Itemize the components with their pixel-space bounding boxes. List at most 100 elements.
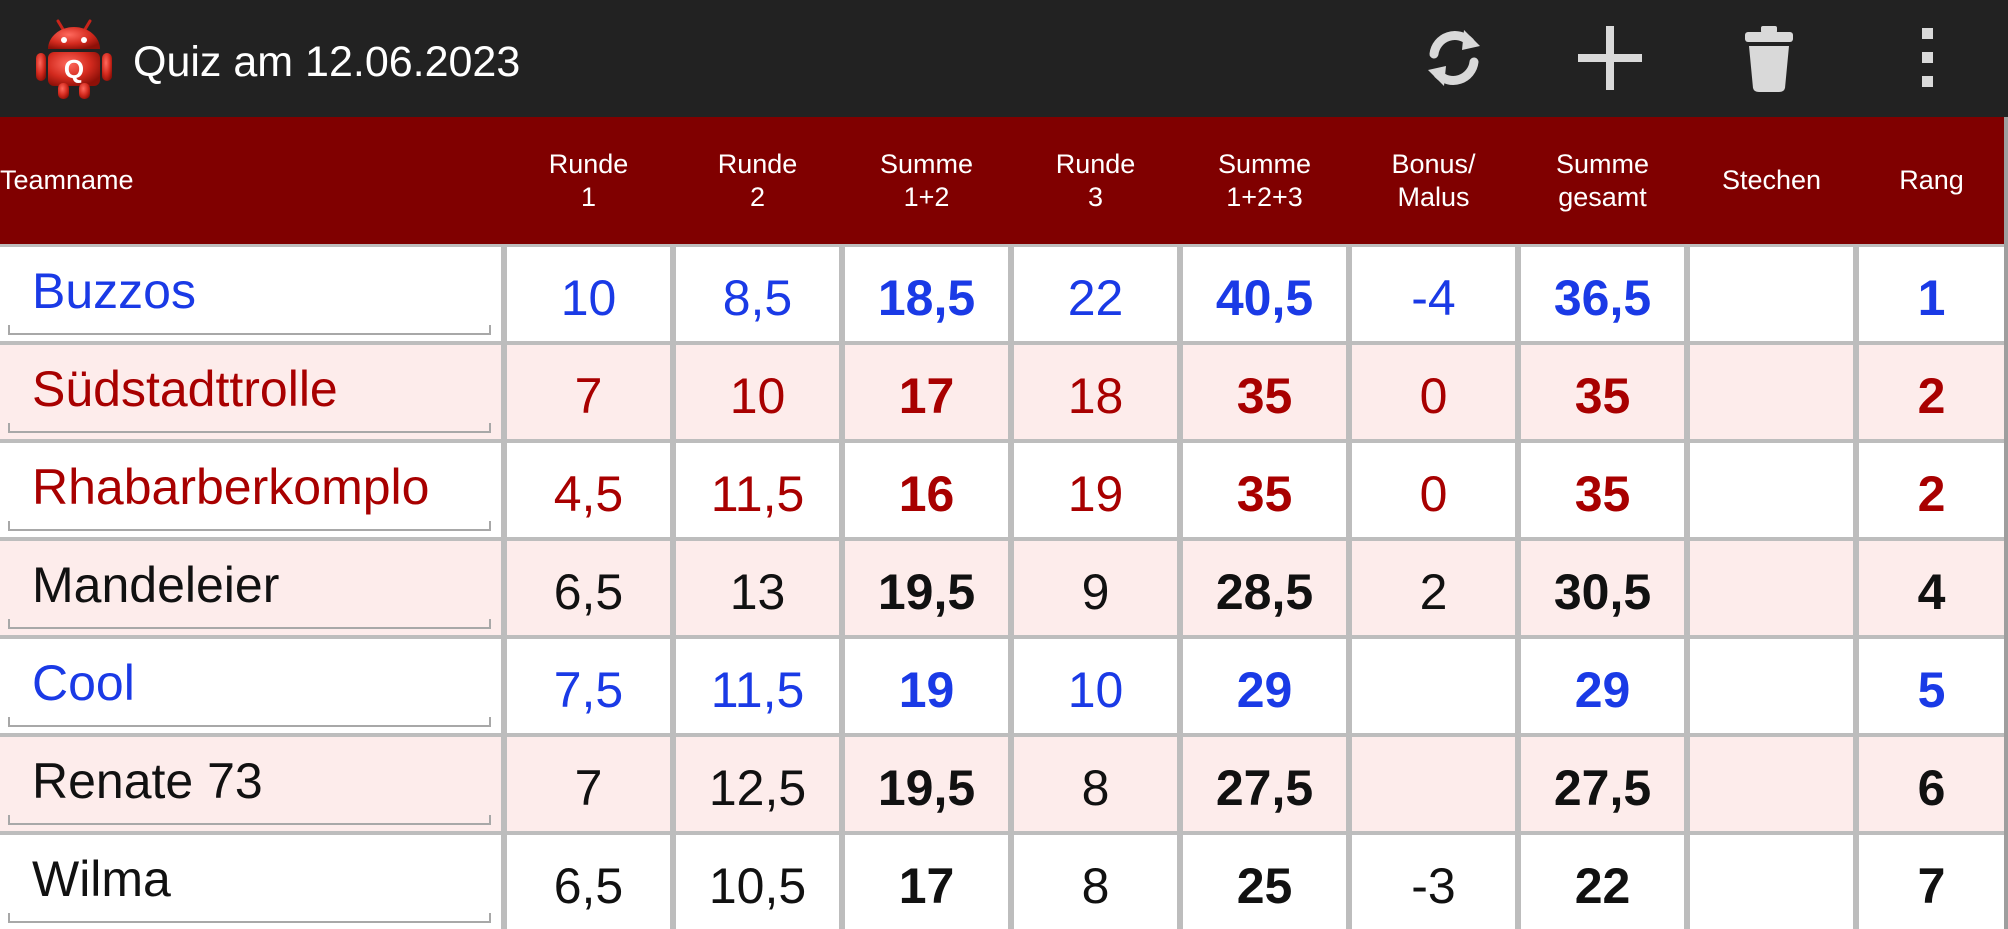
- plus-icon: [1578, 26, 1642, 90]
- cell-runde-3[interactable]: 8: [1014, 835, 1177, 929]
- team-name-input[interactable]: Renate 73: [8, 737, 491, 825]
- cell-rang[interactable]: 2: [1859, 443, 2004, 537]
- table-row: Buzzos 10 8,5 18,5 22 40,5 -4 36,5 1: [0, 247, 2004, 341]
- cell-summe-gesamt[interactable]: 30,5: [1521, 541, 1684, 635]
- add-team-button[interactable]: [1574, 22, 1646, 94]
- table-row: Rhabarberkomplo 4,5 11,5 16 19 35 0 35 2: [0, 443, 2004, 537]
- cell-rang[interactable]: 6: [1859, 737, 2004, 831]
- cell-runde-2[interactable]: 8,5: [676, 247, 839, 341]
- cell-bonus-malus[interactable]: [1352, 639, 1515, 733]
- cell-runde-1[interactable]: 10: [507, 247, 670, 341]
- cell-summe-1-2[interactable]: 17: [845, 345, 1008, 439]
- action-bar: Q Quiz am 12.06.2023: [0, 0, 2008, 117]
- cell-summe-gesamt[interactable]: 27,5: [1521, 737, 1684, 831]
- overflow-menu-button[interactable]: [1891, 22, 1963, 94]
- cell-value: -4: [1411, 270, 1456, 326]
- cell-runde-2[interactable]: 10: [676, 345, 839, 439]
- cell-runde-3[interactable]: 8: [1014, 737, 1177, 831]
- cell-runde-1[interactable]: 6,5: [507, 835, 670, 929]
- cell-summe-1-2[interactable]: 16: [845, 443, 1008, 537]
- page-title: Quiz am 12.06.2023: [133, 38, 521, 86]
- cell-runde-2[interactable]: 11,5: [676, 639, 839, 733]
- cell-summe-1-2-3[interactable]: 35: [1183, 443, 1346, 537]
- cell-runde-2[interactable]: 12,5: [676, 737, 839, 831]
- cell-rang[interactable]: 7: [1859, 835, 2004, 929]
- cell-summe-gesamt[interactable]: 36,5: [1521, 247, 1684, 341]
- cell-stechen[interactable]: [1690, 541, 1853, 635]
- cell-runde-3[interactable]: 10: [1014, 639, 1177, 733]
- cell-runde-3[interactable]: 19: [1014, 443, 1177, 537]
- cell-bonus-malus[interactable]: 2: [1352, 541, 1515, 635]
- cell-summe-1-2-3[interactable]: 27,5: [1183, 737, 1346, 831]
- column-header-runde-2: Runde 2: [717, 148, 798, 212]
- cell-summe-gesamt[interactable]: 22: [1521, 835, 1684, 929]
- table-row: Mandeleier 6,5 13 19,5 9 28,5 2 30,5 4: [0, 541, 2004, 635]
- cell-value: 7,5: [553, 662, 624, 718]
- team-name-input[interactable]: Mandeleier: [8, 541, 491, 629]
- cell-value: 2: [1917, 466, 1946, 522]
- cell-runde-3[interactable]: 9: [1014, 541, 1177, 635]
- cell-value: 8,5: [722, 270, 793, 326]
- cell-runde-1[interactable]: 6,5: [507, 541, 670, 635]
- cell-summe-1-2-3[interactable]: 40,5: [1183, 247, 1346, 341]
- cell-summe-1-2-3[interactable]: 29: [1183, 639, 1346, 733]
- cell-summe-gesamt[interactable]: 35: [1521, 345, 1684, 439]
- cell-runde-1[interactable]: 7: [507, 345, 670, 439]
- cell-runde-2[interactable]: 10,5: [676, 835, 839, 929]
- refresh-button[interactable]: [1418, 22, 1490, 94]
- cell-runde-3[interactable]: 18: [1014, 345, 1177, 439]
- cell-rang[interactable]: 2: [1859, 345, 2004, 439]
- cell-summe-gesamt[interactable]: 35: [1521, 443, 1684, 537]
- team-name-cell: Mandeleier: [0, 541, 501, 635]
- cell-value: 40,5: [1215, 270, 1314, 326]
- cell-runde-2[interactable]: 11,5: [676, 443, 839, 537]
- refresh-icon: [1428, 30, 1480, 86]
- app-icon-letter: Q: [64, 54, 84, 84]
- cell-runde-1[interactable]: 7: [507, 737, 670, 831]
- cell-value: 30,5: [1553, 564, 1652, 620]
- team-name-input[interactable]: Buzzos: [8, 247, 491, 335]
- team-name: Buzzos: [32, 263, 196, 319]
- cell-summe-1-2[interactable]: 19,5: [845, 737, 1008, 831]
- cell-summe-gesamt[interactable]: 29: [1521, 639, 1684, 733]
- delete-button[interactable]: [1733, 22, 1805, 94]
- team-name-input[interactable]: Wilma: [8, 835, 491, 923]
- team-name-input[interactable]: Südstadttrolle: [8, 345, 491, 433]
- cell-summe-1-2-3[interactable]: 25: [1183, 835, 1346, 929]
- cell-bonus-malus[interactable]: -3: [1352, 835, 1515, 929]
- table-row: Renate 73 7 12,5 19,5 8 27,5 27,5 6: [0, 737, 2004, 831]
- cell-bonus-malus[interactable]: -4: [1352, 247, 1515, 341]
- cell-stechen[interactable]: [1690, 345, 1853, 439]
- cell-runde-3[interactable]: 22: [1014, 247, 1177, 341]
- android-quiz-app-icon[interactable]: Q: [34, 17, 114, 101]
- cell-runde-2[interactable]: 13: [676, 541, 839, 635]
- cell-rang[interactable]: 1: [1859, 247, 2004, 341]
- cell-value: 7: [1917, 858, 1946, 914]
- cell-summe-1-2[interactable]: 19,5: [845, 541, 1008, 635]
- team-name: Südstadttrolle: [32, 361, 338, 417]
- cell-bonus-malus[interactable]: [1352, 737, 1515, 831]
- cell-stechen[interactable]: [1690, 639, 1853, 733]
- cell-stechen[interactable]: [1690, 247, 1853, 341]
- cell-value: 13: [729, 564, 786, 620]
- cell-stechen[interactable]: [1690, 443, 1853, 537]
- cell-runde-1[interactable]: 7,5: [507, 639, 670, 733]
- cell-summe-1-2[interactable]: 17: [845, 835, 1008, 929]
- cell-value: 4,5: [553, 466, 624, 522]
- cell-rang[interactable]: 4: [1859, 541, 2004, 635]
- team-name-cell: Renate 73: [0, 737, 501, 831]
- cell-summe-1-2-3[interactable]: 35: [1183, 345, 1346, 439]
- team-name-input[interactable]: Rhabarberkomplo: [8, 443, 491, 531]
- cell-stechen[interactable]: [1690, 737, 1853, 831]
- cell-value: -3: [1411, 858, 1456, 914]
- cell-summe-1-2-3[interactable]: 28,5: [1183, 541, 1346, 635]
- cell-value: 6: [1917, 760, 1946, 816]
- cell-rang[interactable]: 5: [1859, 639, 2004, 733]
- team-name-input[interactable]: Cool: [8, 639, 491, 727]
- cell-summe-1-2[interactable]: 18,5: [845, 247, 1008, 341]
- cell-bonus-malus[interactable]: 0: [1352, 345, 1515, 439]
- cell-stechen[interactable]: [1690, 835, 1853, 929]
- cell-summe-1-2[interactable]: 19: [845, 639, 1008, 733]
- cell-bonus-malus[interactable]: 0: [1352, 443, 1515, 537]
- cell-runde-1[interactable]: 4,5: [507, 443, 670, 537]
